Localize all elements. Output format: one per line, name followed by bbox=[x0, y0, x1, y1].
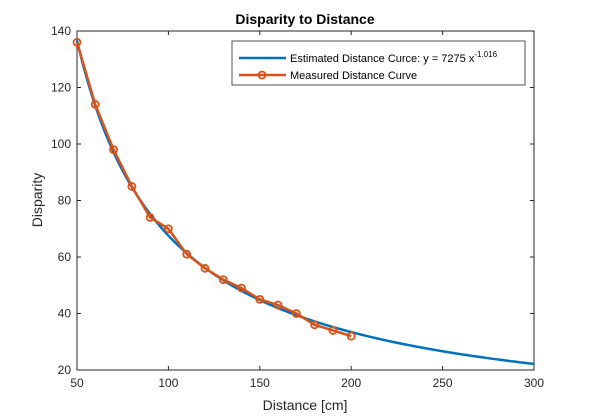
legend-marker-measured bbox=[257, 70, 267, 80]
series-layer bbox=[72, 37, 535, 366]
y-axis: 20 40 60 80 100 120 140 bbox=[51, 24, 534, 377]
chart-title: Disparity to Distance bbox=[235, 11, 374, 27]
x-axis: 50 100 150 200 250 300 bbox=[70, 31, 544, 390]
legend-box bbox=[231, 40, 526, 86]
data-point bbox=[218, 275, 228, 285]
plot-area bbox=[76, 30, 535, 371]
y-tick-label: 60 bbox=[58, 250, 72, 264]
data-point bbox=[163, 224, 173, 234]
data-point bbox=[237, 283, 246, 293]
data-point bbox=[273, 300, 283, 310]
x-tick-label: 200 bbox=[341, 376, 361, 390]
y-tick-label: 100 bbox=[51, 137, 71, 151]
y-tick-label: 40 bbox=[58, 307, 72, 321]
legend-label-estimated-main: Estimated Distance Curce: y = 7275 x bbox=[290, 53, 475, 65]
data-point bbox=[145, 213, 155, 222]
y-tick-label: 80 bbox=[58, 194, 72, 208]
legend-label-estimated-exponent: -1.016 bbox=[474, 50, 497, 59]
data-point bbox=[328, 326, 338, 335]
y-tick-label: 20 bbox=[58, 363, 72, 377]
x-axis-label: Distance [cm] bbox=[263, 397, 348, 413]
legend: Estimated Distance Curce: y = 7275 x-1.0… bbox=[231, 40, 526, 86]
x-tick-label: 150 bbox=[250, 376, 270, 390]
data-point bbox=[109, 145, 118, 155]
x-tick-label: 100 bbox=[158, 376, 178, 390]
series-line bbox=[75, 41, 352, 338]
data-point bbox=[255, 294, 265, 304]
data-point bbox=[291, 309, 301, 318]
data-point bbox=[200, 263, 210, 273]
x-tick-label: 300 bbox=[524, 376, 544, 390]
x-tick-label: 250 bbox=[433, 376, 453, 390]
data-point bbox=[127, 181, 137, 191]
data-point bbox=[72, 37, 82, 47]
data-point bbox=[90, 100, 100, 109]
y-axis-label: Disparity bbox=[29, 173, 45, 227]
data-point bbox=[346, 331, 356, 341]
legend-label-estimated: Estimated Distance Curce: y = 7275 x-1.0… bbox=[290, 50, 498, 65]
y-tick-label: 140 bbox=[51, 24, 71, 38]
data-point bbox=[182, 249, 192, 259]
legend-label-measured: Measured Distance Curve bbox=[290, 70, 417, 82]
x-tick-label: 50 bbox=[70, 376, 84, 390]
y-tick-label: 120 bbox=[51, 81, 71, 95]
data-point bbox=[310, 320, 320, 330]
